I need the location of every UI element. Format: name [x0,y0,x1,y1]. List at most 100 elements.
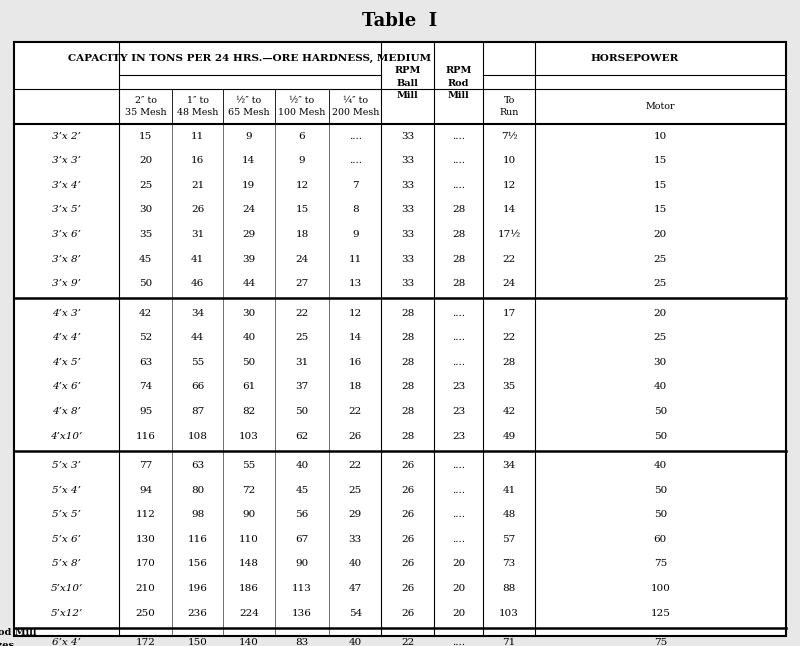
Text: 50: 50 [654,510,667,519]
Text: 47: 47 [349,584,362,593]
Text: 19: 19 [242,181,255,190]
Text: 29: 29 [349,510,362,519]
Text: 10: 10 [654,132,667,141]
Text: 125: 125 [650,609,670,618]
Text: 22: 22 [502,255,516,264]
Text: 108: 108 [188,432,207,441]
Text: 40: 40 [242,333,255,342]
Text: 28: 28 [401,432,414,441]
Text: 5’x12’: 5’x12’ [50,609,82,618]
Text: 66: 66 [191,382,204,391]
Text: 28: 28 [452,279,466,288]
Text: 45: 45 [295,486,309,495]
Text: 22: 22 [349,407,362,416]
Text: 15: 15 [654,156,667,165]
Text: 14: 14 [502,205,516,214]
Text: 75: 75 [654,559,667,568]
Text: 28: 28 [401,358,414,367]
Text: 4’x 4’: 4’x 4’ [52,333,81,342]
Text: 52: 52 [139,333,152,342]
Text: 210: 210 [135,584,155,593]
Text: 31: 31 [295,358,309,367]
Text: ....: .... [452,638,465,646]
Text: 9: 9 [352,230,358,239]
Text: 9: 9 [298,156,306,165]
Text: 62: 62 [295,432,309,441]
Text: 3’x 2’: 3’x 2’ [52,132,81,141]
Text: 22: 22 [295,309,309,318]
Text: 54: 54 [349,609,362,618]
Text: 3’x 8’: 3’x 8’ [52,255,81,264]
Text: 250: 250 [135,609,155,618]
Text: 1″ to
48 Mesh: 1″ to 48 Mesh [177,96,218,117]
Text: 26: 26 [401,559,414,568]
Text: 57: 57 [502,535,516,544]
Text: 12: 12 [349,309,362,318]
Text: 17: 17 [502,309,516,318]
Text: 50: 50 [654,432,667,441]
Text: 88: 88 [502,584,516,593]
Text: 28: 28 [452,205,466,214]
Text: To
Run: To Run [499,96,519,117]
Text: 21: 21 [191,181,204,190]
Text: 20: 20 [654,309,667,318]
Text: 2″ to
35 Mesh: 2″ to 35 Mesh [125,96,166,117]
Text: 6: 6 [298,132,306,141]
Text: 20: 20 [452,584,466,593]
Text: 116: 116 [188,535,207,544]
Text: 41: 41 [502,486,516,495]
Text: 35: 35 [502,382,516,391]
Text: 12: 12 [295,181,309,190]
Text: 26: 26 [401,510,414,519]
Text: 46: 46 [191,279,204,288]
Text: 34: 34 [191,309,204,318]
Text: 8: 8 [352,205,358,214]
Text: 24: 24 [502,279,516,288]
Text: 7½: 7½ [501,132,518,141]
Text: 50: 50 [242,358,255,367]
Text: 28: 28 [401,382,414,391]
Text: ....: .... [452,510,465,519]
Text: 50: 50 [654,407,667,416]
Text: 77: 77 [139,461,152,470]
Text: 29: 29 [242,230,255,239]
Text: 24: 24 [295,255,309,264]
Text: 16: 16 [349,358,362,367]
Text: CAPACITY IN TONS PER 24 HRS.—ORE HARDNESS, MEDIUM: CAPACITY IN TONS PER 24 HRS.—ORE HARDNES… [69,54,431,63]
Text: 23: 23 [452,432,466,441]
Text: 41: 41 [191,255,204,264]
Text: 33: 33 [401,181,414,190]
Text: 7: 7 [352,181,358,190]
Text: 103: 103 [239,432,258,441]
Text: 3’x 6’: 3’x 6’ [52,230,81,239]
Text: 26: 26 [401,461,414,470]
Text: 26: 26 [349,432,362,441]
Text: 14: 14 [349,333,362,342]
Text: 95: 95 [139,407,152,416]
Text: 34: 34 [502,461,516,470]
Text: 103: 103 [499,609,519,618]
Text: 4’x 6’: 4’x 6’ [52,382,81,391]
Text: 224: 224 [239,609,258,618]
Text: 22: 22 [349,461,362,470]
Text: 15: 15 [139,132,152,141]
Text: 112: 112 [135,510,155,519]
Text: 30: 30 [139,205,152,214]
Text: 48: 48 [502,510,516,519]
Text: 113: 113 [292,584,312,593]
Text: 33: 33 [349,535,362,544]
Text: 3’x 5’: 3’x 5’ [52,205,81,214]
Text: 25: 25 [295,333,309,342]
Text: 28: 28 [401,333,414,342]
Text: 50: 50 [654,486,667,495]
Text: 3’x 4’: 3’x 4’ [52,181,81,190]
Text: 110: 110 [239,535,258,544]
Text: 44: 44 [191,333,204,342]
Text: 10: 10 [502,156,516,165]
Text: 90: 90 [242,510,255,519]
Text: 25: 25 [654,255,667,264]
Text: 98: 98 [191,510,204,519]
Text: ....: .... [452,461,465,470]
Text: 20: 20 [654,230,667,239]
Text: ....: .... [452,358,465,367]
